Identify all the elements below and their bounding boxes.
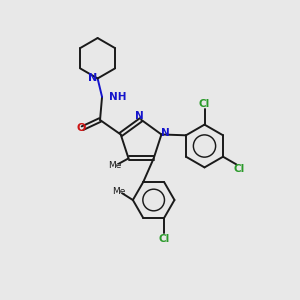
Text: Cl: Cl xyxy=(199,99,210,109)
Text: Me: Me xyxy=(108,161,122,170)
Text: Cl: Cl xyxy=(158,234,170,244)
Text: O: O xyxy=(76,123,86,133)
Text: Me: Me xyxy=(112,187,125,196)
Text: N: N xyxy=(161,128,170,138)
Text: Cl: Cl xyxy=(234,164,245,175)
Text: NH: NH xyxy=(109,92,126,102)
Text: N: N xyxy=(88,74,97,83)
Text: N: N xyxy=(135,111,143,121)
